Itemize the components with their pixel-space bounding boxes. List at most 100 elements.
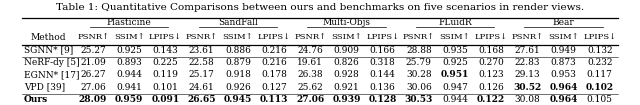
Text: 0.959: 0.959 [115, 95, 143, 104]
Text: 22.58: 22.58 [189, 58, 214, 67]
Text: 0.949: 0.949 [550, 46, 577, 54]
Text: 0.168: 0.168 [478, 46, 504, 54]
Text: 25.79: 25.79 [406, 58, 432, 67]
Text: 0.128: 0.128 [369, 95, 397, 104]
Text: 0.964: 0.964 [549, 83, 578, 92]
Text: 0.270: 0.270 [478, 58, 504, 67]
Text: 0.216: 0.216 [261, 58, 287, 67]
Text: PSNR↑: PSNR↑ [294, 33, 326, 41]
Text: 25.27: 25.27 [80, 46, 106, 54]
Text: PSNR↑: PSNR↑ [77, 33, 109, 41]
Text: 0.879: 0.879 [225, 58, 251, 67]
Text: VPD [39]: VPD [39] [24, 83, 65, 92]
Text: 0.122: 0.122 [477, 95, 506, 104]
Text: 0.136: 0.136 [370, 83, 396, 92]
Text: Bear: Bear [553, 18, 575, 28]
Text: 0.117: 0.117 [587, 70, 612, 79]
Text: LPIPS↓: LPIPS↓ [583, 33, 616, 41]
Text: 0.123: 0.123 [478, 70, 504, 79]
Text: 0.102: 0.102 [586, 83, 614, 92]
Text: 0.939: 0.939 [332, 95, 361, 104]
Text: 0.225: 0.225 [152, 58, 179, 67]
Text: LPIPS↓: LPIPS↓ [257, 33, 291, 41]
Text: LPIPS↓: LPIPS↓ [366, 33, 399, 41]
Text: 0.119: 0.119 [152, 70, 179, 79]
Text: 0.964: 0.964 [549, 95, 578, 104]
Text: 0.143: 0.143 [152, 46, 179, 54]
Text: 0.101: 0.101 [152, 83, 179, 92]
Text: Multi-Objs: Multi-Objs [323, 18, 371, 28]
Text: 24.61: 24.61 [189, 83, 214, 92]
Text: Table 1: Quantitative Comparisons between ours and benchmarks on five scenarios : Table 1: Quantitative Comparisons betwee… [56, 3, 584, 12]
Text: 0.091: 0.091 [152, 95, 180, 104]
Text: 0.113: 0.113 [260, 95, 288, 104]
Text: Ours: Ours [24, 95, 48, 104]
Text: 0.928: 0.928 [333, 70, 359, 79]
Text: EGNN* [17]: EGNN* [17] [24, 70, 79, 79]
Text: PSNR↑: PSNR↑ [186, 33, 218, 41]
Text: 0.105: 0.105 [587, 95, 612, 104]
Text: 24.76: 24.76 [298, 46, 323, 54]
Text: SSIM↑: SSIM↑ [223, 33, 253, 41]
Text: 0.826: 0.826 [333, 58, 359, 67]
Text: 0.909: 0.909 [333, 46, 360, 54]
Text: 0.893: 0.893 [116, 58, 142, 67]
Text: 0.925: 0.925 [442, 58, 468, 67]
Text: 27.06: 27.06 [80, 83, 106, 92]
Text: 0.126: 0.126 [478, 83, 504, 92]
Text: 30.52: 30.52 [513, 83, 541, 92]
Text: 0.127: 0.127 [261, 83, 287, 92]
Text: 28.88: 28.88 [406, 46, 432, 54]
Text: 0.926: 0.926 [225, 83, 251, 92]
Text: 0.935: 0.935 [442, 46, 468, 54]
Text: 0.947: 0.947 [442, 83, 468, 92]
Text: LPIPS↓: LPIPS↓ [475, 33, 508, 41]
Text: 30.28: 30.28 [406, 70, 431, 79]
Text: 0.918: 0.918 [225, 70, 251, 79]
Text: LPIPS↓: LPIPS↓ [149, 33, 182, 41]
Text: 0.953: 0.953 [550, 70, 577, 79]
Text: 23.61: 23.61 [189, 46, 214, 54]
Text: 26.27: 26.27 [80, 70, 106, 79]
Text: PSNR↑: PSNR↑ [511, 33, 543, 41]
Text: 27.61: 27.61 [515, 46, 540, 54]
Text: 27.06: 27.06 [296, 95, 324, 104]
Text: 21.09: 21.09 [80, 58, 106, 67]
Text: 0.886: 0.886 [225, 46, 251, 54]
Text: 26.65: 26.65 [188, 95, 216, 104]
Text: Method: Method [31, 33, 67, 42]
Text: 26.38: 26.38 [298, 70, 323, 79]
Text: 0.132: 0.132 [587, 46, 612, 54]
Text: 30.53: 30.53 [404, 95, 433, 104]
Text: 0.941: 0.941 [116, 83, 142, 92]
Text: 30.08: 30.08 [515, 95, 540, 104]
Text: 0.944: 0.944 [442, 95, 468, 104]
Text: 0.144: 0.144 [370, 70, 396, 79]
Text: SandFall: SandFall [218, 18, 258, 28]
Text: 0.951: 0.951 [441, 70, 469, 79]
Text: SSIM↑: SSIM↑ [331, 33, 362, 41]
Text: 0.216: 0.216 [261, 46, 287, 54]
Text: PSNR↑: PSNR↑ [403, 33, 435, 41]
Text: SSIM↑: SSIM↑ [548, 33, 579, 41]
Text: 0.166: 0.166 [370, 46, 396, 54]
Text: 0.318: 0.318 [370, 58, 396, 67]
Text: Plasticine: Plasticine [107, 18, 152, 28]
Text: 0.925: 0.925 [116, 46, 142, 54]
Text: NeRF-dy [5]: NeRF-dy [5] [24, 58, 79, 67]
Text: 0.921: 0.921 [333, 83, 359, 92]
Text: 29.13: 29.13 [515, 70, 540, 79]
Text: 25.17: 25.17 [189, 70, 214, 79]
Text: 0.944: 0.944 [116, 70, 142, 79]
Text: 22.83: 22.83 [515, 58, 540, 67]
Text: SSIM↑: SSIM↑ [114, 33, 145, 41]
Text: FLuidR: FLuidR [438, 18, 472, 28]
Text: 19.61: 19.61 [298, 58, 323, 67]
Text: 0.178: 0.178 [261, 70, 287, 79]
Text: 28.09: 28.09 [79, 95, 108, 104]
Text: 30.06: 30.06 [406, 83, 432, 92]
Text: 0.232: 0.232 [587, 58, 612, 67]
Text: SGNN* [9]: SGNN* [9] [24, 46, 73, 54]
Text: SSIM↑: SSIM↑ [440, 33, 470, 41]
Text: 0.945: 0.945 [224, 95, 252, 104]
